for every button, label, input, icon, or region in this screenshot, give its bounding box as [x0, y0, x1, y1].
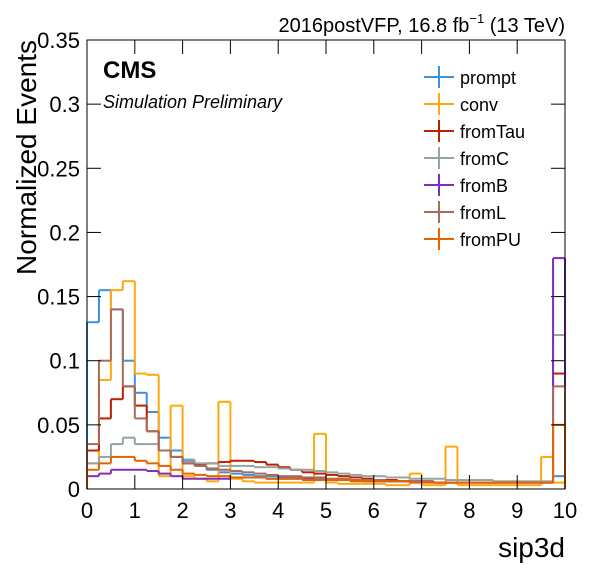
x-tick-label: 7	[415, 498, 427, 523]
legend-entry: fromB	[424, 174, 508, 196]
step-riser	[86, 281, 566, 489]
legend-entry: fromL	[424, 201, 506, 223]
legend-label: conv	[460, 95, 498, 115]
y-tick-label: 0.25	[37, 156, 80, 181]
x-tick-label: 10	[553, 498, 577, 523]
x-tick-label: 4	[272, 498, 284, 523]
legend-entry: fromPU	[424, 228, 521, 250]
legend-label: fromPU	[460, 230, 521, 250]
x-tick-label: 3	[224, 498, 236, 523]
legend-entry: conv	[424, 93, 498, 115]
x-tick-label: 0	[81, 498, 93, 523]
y-tick-label: 0.3	[49, 92, 80, 117]
x-tick-label: 6	[368, 498, 380, 523]
y-tick-label: 0.2	[49, 220, 80, 245]
y-tick-label: 0	[68, 477, 80, 502]
lumi-exponent: −1	[469, 11, 484, 26]
x-tick-label: 1	[129, 498, 141, 523]
lumi-text: 2016postVFP, 16.8 fb	[279, 15, 470, 37]
legend-entry: fromC	[424, 147, 509, 169]
series-conv	[86, 280, 566, 489]
y-tick-label: 0.15	[37, 285, 80, 310]
legend-label: fromTau	[460, 122, 525, 142]
subtitle: Simulation Preliminary	[103, 92, 283, 112]
x-axis-title: sip3d	[498, 532, 565, 563]
legend-label: fromC	[460, 149, 509, 169]
x-tick-label: 9	[511, 498, 523, 523]
legend-entry: prompt	[424, 66, 516, 88]
y-tick-label: 0.1	[49, 349, 80, 374]
x-tick-label: 5	[320, 498, 332, 523]
y-axis-title: Normalized Events	[11, 40, 42, 275]
y-tick-label: 0.05	[37, 413, 80, 438]
legend-label: prompt	[460, 68, 516, 88]
x-tick-label: 8	[463, 498, 475, 523]
y-tick-label: 0.35	[37, 28, 80, 53]
legend-label: fromB	[460, 176, 508, 196]
experiment-label: CMS	[103, 57, 156, 84]
lumi-energy: (13 TeV)	[484, 15, 565, 37]
legend-label: fromL	[460, 203, 506, 223]
lumi-label: 2016postVFP, 16.8 fb−1 (13 TeV)	[279, 11, 566, 37]
legend-entry: fromTau	[424, 120, 525, 142]
x-tick-label: 2	[176, 498, 188, 523]
